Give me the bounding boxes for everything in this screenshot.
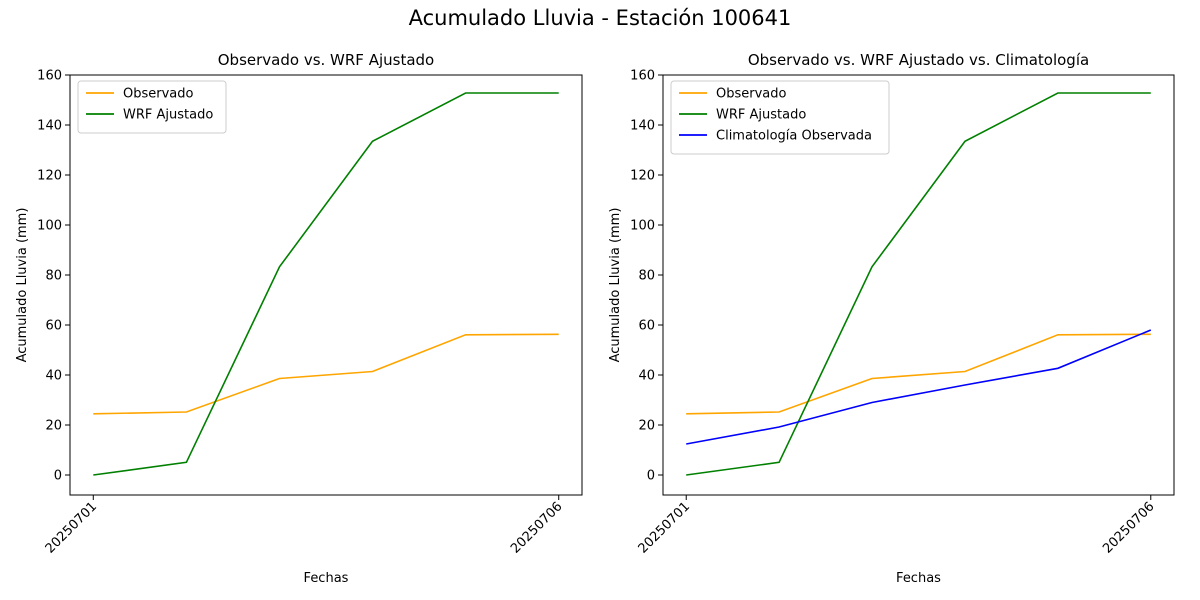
axes-frame	[69, 74, 583, 496]
x-tick-label: 20250706	[508, 499, 565, 556]
plot-title: Observado vs. WRF Ajustado vs. Climatolo…	[748, 51, 1089, 69]
series-line-1	[686, 333, 1151, 415]
legend-label: Climatología Observada	[716, 129, 872, 144]
series-line-2	[93, 92, 559, 476]
series-line-2	[686, 92, 1151, 476]
series-line-3	[686, 329, 1152, 445]
y-tick-label: 120	[37, 169, 62, 184]
y-tick-label: 140	[37, 119, 62, 134]
y-tick-label: 0	[54, 469, 62, 484]
y-tick-label: 100	[630, 219, 655, 234]
x-axis-label: Fechas	[896, 571, 941, 586]
y-tick-label: 140	[630, 119, 655, 134]
y-tick-label: 20	[45, 419, 62, 434]
legend-box	[77, 80, 227, 134]
y-tick-label: 40	[638, 369, 655, 384]
y-tick-label: 60	[45, 319, 62, 334]
axes-frame	[662, 74, 1175, 496]
chart-1: Observado vs. WRF Ajustado 0 20 40 60 80 100 12…	[15, 51, 583, 586]
y-tick-label: 80	[638, 269, 655, 284]
y-axis-label: Acumulado Lluvia (mm)	[608, 208, 623, 363]
x-tick-label: 20250701	[43, 499, 100, 556]
x-tick-label: 20250706	[1100, 499, 1157, 556]
figure-title: Acumulado Lluvia - Estación 100641	[408, 6, 792, 30]
y-tick-label: 60	[638, 319, 655, 334]
x-axis-label: Fechas	[304, 571, 349, 586]
legend: Observado WRF Ajustado Climatología Observ…	[670, 80, 890, 155]
legend-label: WRF Ajustado	[716, 108, 806, 123]
y-tick-label: 40	[45, 369, 62, 384]
y-tick-label: 120	[630, 169, 655, 184]
y-tick-label: 100	[37, 219, 62, 234]
legend: Observado WRF Ajustado	[77, 80, 227, 134]
legend-box	[670, 80, 890, 155]
y-tick-label: 160	[37, 69, 62, 84]
y-tick-label: 0	[647, 469, 655, 484]
x-tick-label: 20250701	[636, 499, 693, 556]
y-axis-label: Acumulado Lluvia (mm)	[15, 208, 30, 363]
y-tick-label: 160	[630, 69, 655, 84]
series-line-1	[93, 333, 559, 415]
y-tick-label: 20	[638, 419, 655, 434]
legend-label: WRF Ajustado	[123, 108, 213, 123]
y-tick-label: 80	[45, 269, 62, 284]
chart-2: Observado vs. WRF Ajustado vs. Climatolo…	[608, 51, 1175, 586]
plot-title: Observado vs. WRF Ajustado	[218, 51, 434, 69]
legend-label: Observado	[123, 87, 194, 102]
legend-label: Observado	[716, 87, 787, 102]
